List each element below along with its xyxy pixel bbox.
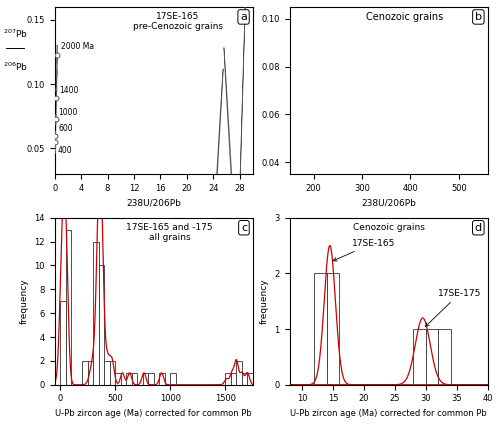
Text: b: b	[475, 12, 482, 22]
Bar	[148, 373, 154, 385]
Bar	[236, 361, 242, 385]
Text: 18: 18	[0, 424, 1, 425]
Text: 2000 Ma: 2000 Ma	[62, 42, 94, 51]
Ellipse shape	[54, 148, 55, 153]
Ellipse shape	[55, 133, 56, 138]
Text: c: c	[241, 223, 247, 233]
Bar	[160, 373, 165, 385]
X-axis label: 238U/206Pb: 238U/206Pb	[361, 198, 416, 207]
X-axis label: U-Pb zircon age (Ma) corrected for common Pb: U-Pb zircon age (Ma) corrected for commo…	[56, 409, 252, 418]
Ellipse shape	[54, 146, 56, 151]
Text: 1000: 1000	[58, 108, 78, 117]
Ellipse shape	[54, 142, 56, 147]
Y-axis label: frequency: frequency	[260, 278, 269, 324]
Ellipse shape	[55, 119, 56, 125]
Text: a: a	[240, 12, 247, 22]
Bar	[110, 361, 116, 385]
Text: 400: 400	[58, 146, 72, 156]
Ellipse shape	[216, 0, 218, 425]
Ellipse shape	[236, 0, 246, 326]
Ellipse shape	[206, 0, 236, 425]
Text: 14: 14	[0, 424, 1, 425]
Text: 17SE-165: 17SE-165	[0, 424, 1, 425]
Ellipse shape	[56, 58, 58, 63]
Text: 1400: 1400	[59, 86, 78, 95]
Text: Cenozoic grains: Cenozoic grains	[366, 12, 443, 22]
Text: Cenozoic grains: Cenozoic grains	[352, 223, 424, 232]
Bar	[314, 273, 326, 385]
Bar	[143, 373, 148, 385]
Text: $^{206}$Pb: $^{206}$Pb	[2, 60, 28, 73]
Bar	[132, 373, 138, 385]
X-axis label: 238U/206Pb: 238U/206Pb	[126, 198, 182, 207]
Bar	[60, 301, 66, 385]
Text: 17SE-165 and -175
all grains: 17SE-165 and -175 all grains	[126, 223, 213, 242]
Text: d: d	[474, 223, 482, 233]
Ellipse shape	[54, 149, 55, 154]
Ellipse shape	[182, 0, 259, 425]
Bar	[226, 373, 231, 385]
Text: 26: 26	[0, 424, 1, 425]
Bar	[248, 373, 253, 385]
Ellipse shape	[214, 68, 223, 226]
X-axis label: U-Pb zircon age (Ma) corrected for common Pb: U-Pb zircon age (Ma) corrected for commo…	[290, 409, 487, 418]
Ellipse shape	[54, 136, 56, 141]
Y-axis label: frequency: frequency	[20, 278, 29, 324]
Ellipse shape	[56, 87, 57, 92]
Ellipse shape	[56, 96, 57, 101]
Ellipse shape	[54, 148, 55, 153]
Bar	[116, 373, 121, 385]
Text: $^{207}$Pb: $^{207}$Pb	[2, 28, 28, 40]
Text: 22: 22	[0, 424, 1, 425]
Ellipse shape	[55, 134, 56, 139]
Bar	[66, 230, 71, 385]
Text: 600: 600	[58, 125, 72, 133]
Bar	[88, 361, 93, 385]
Bar	[438, 329, 450, 385]
Ellipse shape	[54, 138, 56, 143]
Ellipse shape	[224, 47, 235, 249]
Ellipse shape	[216, 0, 218, 425]
Bar	[82, 361, 87, 385]
Ellipse shape	[54, 143, 56, 148]
Ellipse shape	[55, 131, 56, 136]
Ellipse shape	[195, 0, 247, 425]
Bar	[231, 373, 236, 385]
Bar	[242, 373, 248, 385]
Text: 17SE-175: 17SE-175	[0, 424, 1, 425]
Bar	[326, 273, 339, 385]
Text: 34 Ma: 34 Ma	[0, 424, 1, 425]
Ellipse shape	[54, 138, 56, 143]
Ellipse shape	[56, 70, 58, 75]
Bar	[170, 373, 176, 385]
Bar	[126, 373, 132, 385]
Text: 17SE-165: 17SE-165	[333, 238, 395, 261]
Text: 17SE-165
pre-Cenozoic grains: 17SE-165 pre-Cenozoic grains	[132, 12, 222, 31]
Bar	[98, 266, 104, 385]
Ellipse shape	[217, 0, 218, 425]
Bar	[104, 361, 110, 385]
Ellipse shape	[56, 53, 58, 58]
Bar	[93, 241, 98, 385]
Text: 17SE-175: 17SE-175	[426, 289, 482, 326]
Bar	[426, 329, 438, 385]
Ellipse shape	[55, 140, 56, 145]
Bar	[414, 329, 426, 385]
